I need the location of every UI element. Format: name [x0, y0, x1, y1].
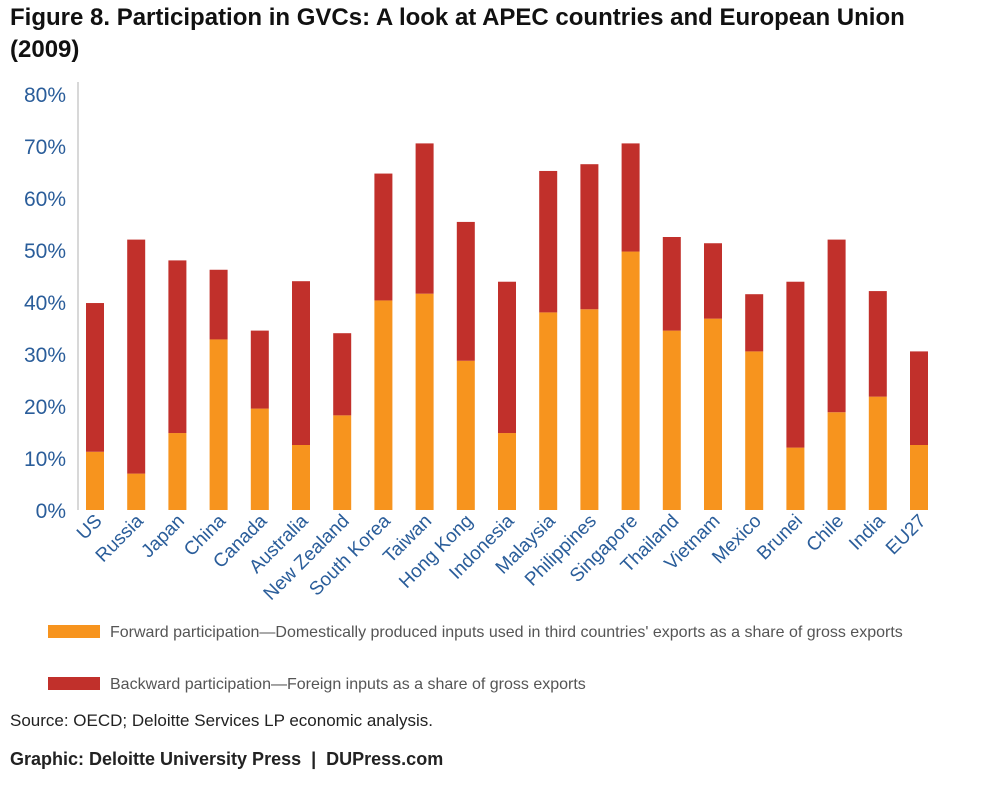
y-tick-label: 30% — [24, 344, 66, 367]
y-tick-label: 0% — [36, 500, 66, 523]
bar-backward — [580, 164, 599, 310]
x-tick-label: Chile — [803, 511, 848, 556]
bar-backward — [86, 303, 104, 452]
bar-backward — [786, 281, 805, 448]
source-note: Source: OECD; Deloitte Services LP econo… — [10, 711, 433, 730]
bar-backward — [168, 260, 187, 434]
bar-forward — [786, 447, 805, 510]
bar-forward — [456, 360, 475, 510]
x-tick-label: Brunei — [753, 511, 807, 565]
bar-backward — [827, 239, 846, 413]
bar-backward — [292, 281, 310, 445]
bar-forward — [539, 312, 558, 510]
y-tick-label: 50% — [24, 240, 66, 263]
bar-backward — [910, 351, 928, 445]
bar-forward — [498, 433, 516, 510]
y-tick-label: 40% — [24, 292, 66, 315]
bar-backward — [374, 173, 393, 301]
bar-backward — [209, 269, 228, 340]
legend-forward-swatch — [48, 625, 100, 638]
legend-backward-swatch — [48, 677, 100, 690]
x-tick-label: Japan — [137, 511, 188, 562]
bar-backward — [250, 330, 269, 409]
bar-forward — [168, 433, 187, 510]
x-tick-label: Russia — [92, 510, 148, 566]
bar-backward — [745, 294, 764, 352]
bar-forward — [250, 408, 269, 510]
x-tick-label: US — [73, 511, 107, 545]
bar-backward — [415, 143, 434, 294]
bar-forward — [86, 451, 104, 510]
chart-title: Figure 8. Participation in GVCs: A look … — [10, 4, 905, 63]
bar-backward — [704, 243, 722, 319]
bar-forward — [127, 473, 146, 510]
bar-forward — [910, 445, 928, 510]
x-tick-label: India — [845, 510, 889, 554]
bar-backward — [662, 237, 681, 331]
bar-forward — [374, 300, 393, 510]
bar-backward — [868, 291, 887, 397]
bar-backward — [621, 143, 640, 252]
bar-forward — [827, 412, 846, 510]
bar-forward — [580, 309, 599, 510]
bar-forward — [415, 293, 434, 510]
y-tick-label: 60% — [24, 188, 66, 211]
bar-forward — [704, 318, 722, 510]
graphic-credit: Graphic: Deloitte University Press | DUP… — [10, 749, 444, 769]
bar-forward — [745, 351, 764, 510]
legend-backward-label: Backward participation—Foreign inputs as… — [110, 676, 586, 693]
bar-forward — [209, 339, 228, 510]
bar-backward — [498, 281, 516, 434]
y-tick-label: 80% — [24, 84, 66, 107]
legend-forward-label: Forward participation—Domestically produ… — [110, 624, 903, 641]
bar-forward — [868, 396, 887, 510]
bar-forward — [292, 445, 310, 510]
y-tick-label: 70% — [24, 136, 66, 159]
bar-forward — [662, 330, 681, 510]
bar-forward — [621, 251, 640, 510]
x-tick-label: EU27 — [882, 511, 930, 559]
bar-backward — [456, 221, 475, 361]
bar-backward — [539, 170, 558, 313]
bar-backward — [333, 333, 352, 416]
y-tick-label: 10% — [24, 448, 66, 471]
y-tick-label: 20% — [24, 396, 66, 419]
bar-backward — [127, 239, 146, 474]
bar-forward — [333, 415, 352, 510]
